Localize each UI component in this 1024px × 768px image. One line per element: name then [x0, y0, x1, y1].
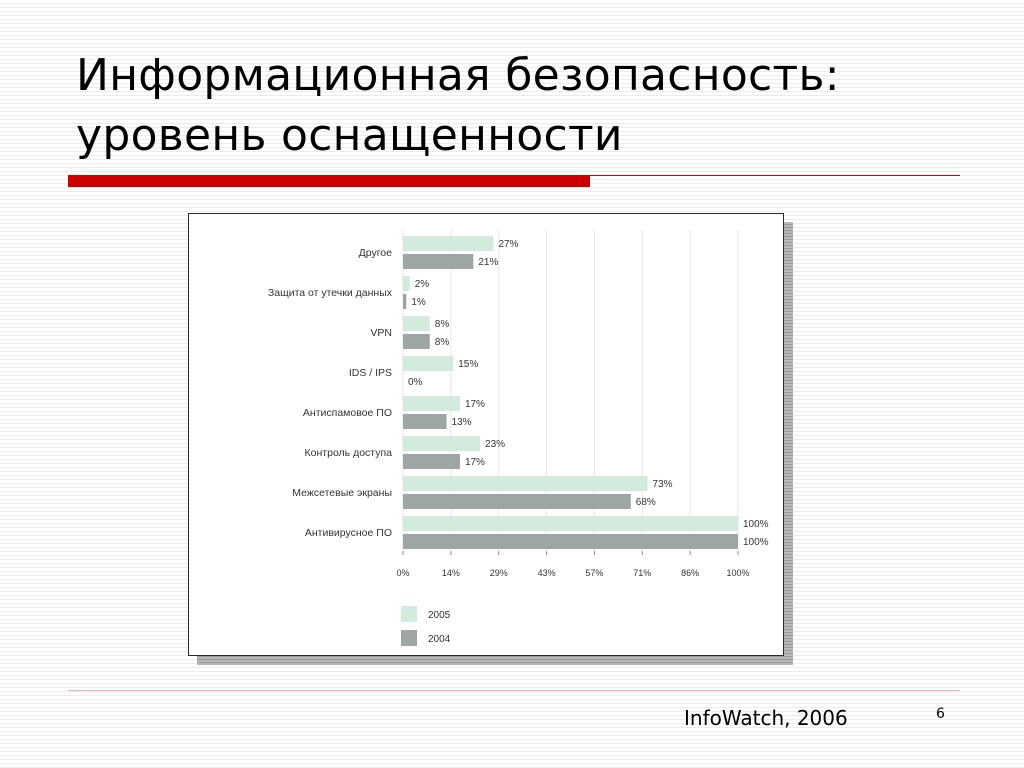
bar-2004 — [403, 534, 738, 549]
title-underline-thin — [590, 175, 960, 176]
bar-2004 — [403, 414, 447, 429]
category-label: Контроль доступа — [305, 447, 393, 459]
bar-2005 — [403, 436, 481, 451]
bar-2004 — [403, 334, 430, 349]
bar-value-label: 13% — [452, 417, 472, 428]
bar-value-label: 21% — [478, 257, 498, 268]
bar-value-label: 1% — [411, 297, 426, 308]
category-label: Защита от утечки данных — [268, 287, 393, 299]
bar-2005 — [403, 316, 430, 331]
bar-value-label: 27% — [498, 239, 518, 250]
bar-2005 — [403, 396, 460, 411]
x-tick-label: 100% — [726, 568, 749, 578]
bar-value-label: 68% — [636, 497, 656, 508]
bar-value-label: 2% — [415, 279, 430, 290]
category-label: IDS / IPS — [349, 367, 392, 379]
x-tick-label: 57% — [585, 568, 603, 578]
legend-swatch-2004 — [401, 630, 417, 646]
slide-number: 6 — [936, 706, 945, 722]
x-tick-label: 43% — [538, 568, 556, 578]
footer-divider — [68, 690, 960, 691]
bar-2005 — [403, 476, 648, 491]
x-tick-label: 0% — [396, 568, 409, 578]
horizontal-bar-chart: 27%21% Другое 2% 1% Защита от утечки данных 8… — [268, 230, 769, 646]
bar-value-label: 0% — [408, 377, 423, 388]
x-tick-label: 86% — [681, 568, 699, 578]
bar-value-label: 8% — [435, 319, 450, 330]
slide-title-line-1: Информационная безопасность: — [76, 50, 840, 101]
bar-value-label: 17% — [465, 457, 485, 468]
bar-2005 — [403, 236, 494, 251]
bar-value-label: 100% — [743, 519, 769, 530]
bar-value-label: 23% — [485, 439, 505, 450]
category-label: Антиспамовое ПО — [303, 407, 392, 419]
x-tick-label: 14% — [442, 568, 460, 578]
bar-2004 — [403, 454, 460, 469]
title-underline-thick — [68, 175, 590, 187]
bar-2004 — [403, 494, 631, 509]
bar-2004 — [403, 294, 407, 309]
category-label: Антивирусное ПО — [305, 527, 392, 539]
bar-value-label: 17% — [465, 399, 485, 410]
bar-2004 — [403, 254, 474, 269]
slide-title-line-2: уровень оснащенности — [76, 110, 623, 161]
bar-2005 — [403, 356, 454, 371]
x-tick-label: 29% — [490, 568, 508, 578]
bar-2005 — [403, 276, 410, 291]
bar-value-label: 15% — [458, 359, 478, 370]
bar-2005 — [403, 516, 738, 531]
legend-label-2005: 2005 — [428, 610, 451, 621]
x-tick-label: 71% — [633, 568, 651, 578]
category-label: Другое — [359, 247, 393, 259]
bar-value-label: 73% — [653, 479, 673, 490]
footer-source: InfoWatch, 2006 — [684, 706, 848, 730]
slide-title: Информационная безопасность: уровень осн… — [76, 46, 976, 166]
chart-frame: 27% 21% Другое 2% 1% Защита от утечки данных 8… — [188, 213, 784, 656]
category-label: Межсетевые экраны — [292, 487, 392, 499]
legend-swatch-2005 — [401, 606, 417, 622]
bar-value-label: 8% — [435, 337, 450, 348]
legend-label-2004: 2004 — [428, 634, 451, 645]
bar-value-label: 100% — [743, 537, 769, 548]
category-label: VPN — [370, 327, 392, 339]
